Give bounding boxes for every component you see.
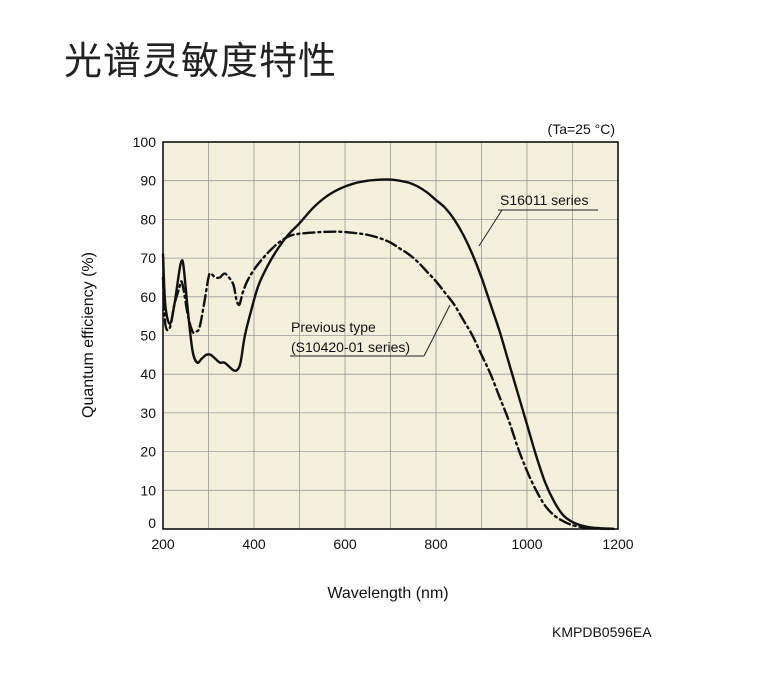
x-tick-label: 600 bbox=[333, 536, 357, 552]
y-tick-label: 60 bbox=[140, 289, 156, 305]
y-tick-label: 0 bbox=[148, 515, 156, 531]
y-tick-label: 30 bbox=[140, 405, 156, 421]
series-layer bbox=[161, 178, 615, 531]
x-tick-label: 400 bbox=[242, 536, 266, 552]
y-tick-label: 70 bbox=[140, 250, 156, 266]
series-label-s16011: S16011 series bbox=[478, 192, 598, 247]
s16011-label-text: S16011 series bbox=[500, 192, 588, 208]
y-axis-label: Quantum efficiency (%) bbox=[80, 252, 97, 418]
previous-leader-line bbox=[423, 304, 451, 357]
previous-label-line2: (S10420-01 series) bbox=[291, 339, 410, 355]
document-code: KMPDB0596EA bbox=[552, 624, 652, 640]
plot-frame bbox=[162, 141, 619, 530]
s16011-leader-line bbox=[478, 209, 503, 247]
y-tick-label: 10 bbox=[140, 482, 156, 498]
grid-lines bbox=[163, 142, 618, 529]
y-tick-label: 80 bbox=[140, 211, 156, 227]
y-tick-labels: 0 10 20 30 40 50 60 70 80 90 100 bbox=[133, 134, 157, 531]
x-tick-label: 1000 bbox=[511, 536, 542, 552]
x-axis-label: Wavelength (nm) bbox=[327, 585, 448, 602]
x-tick-labels: 200 400 600 800 1000 1200 bbox=[151, 536, 633, 552]
x-tick-label: 1200 bbox=[602, 536, 633, 552]
x-tick-label: 200 bbox=[151, 536, 175, 552]
y-tick-label: 40 bbox=[140, 366, 156, 382]
y-tick-label: 50 bbox=[140, 328, 156, 344]
x-tick-label: 800 bbox=[424, 536, 448, 552]
page-title: 光谱灵敏度特性 bbox=[64, 39, 338, 83]
series-line-previous bbox=[161, 230, 611, 531]
series-label-previous: Previous type (S10420-01 series) bbox=[290, 304, 451, 357]
condition-label: (Ta=25 °C) bbox=[548, 121, 615, 137]
y-tick-label: 90 bbox=[140, 173, 156, 189]
y-tick-label: 20 bbox=[140, 444, 156, 460]
series-line-s16011 bbox=[161, 178, 615, 531]
previous-label-line1: Previous type bbox=[291, 319, 376, 335]
y-tick-label: 100 bbox=[133, 134, 157, 150]
